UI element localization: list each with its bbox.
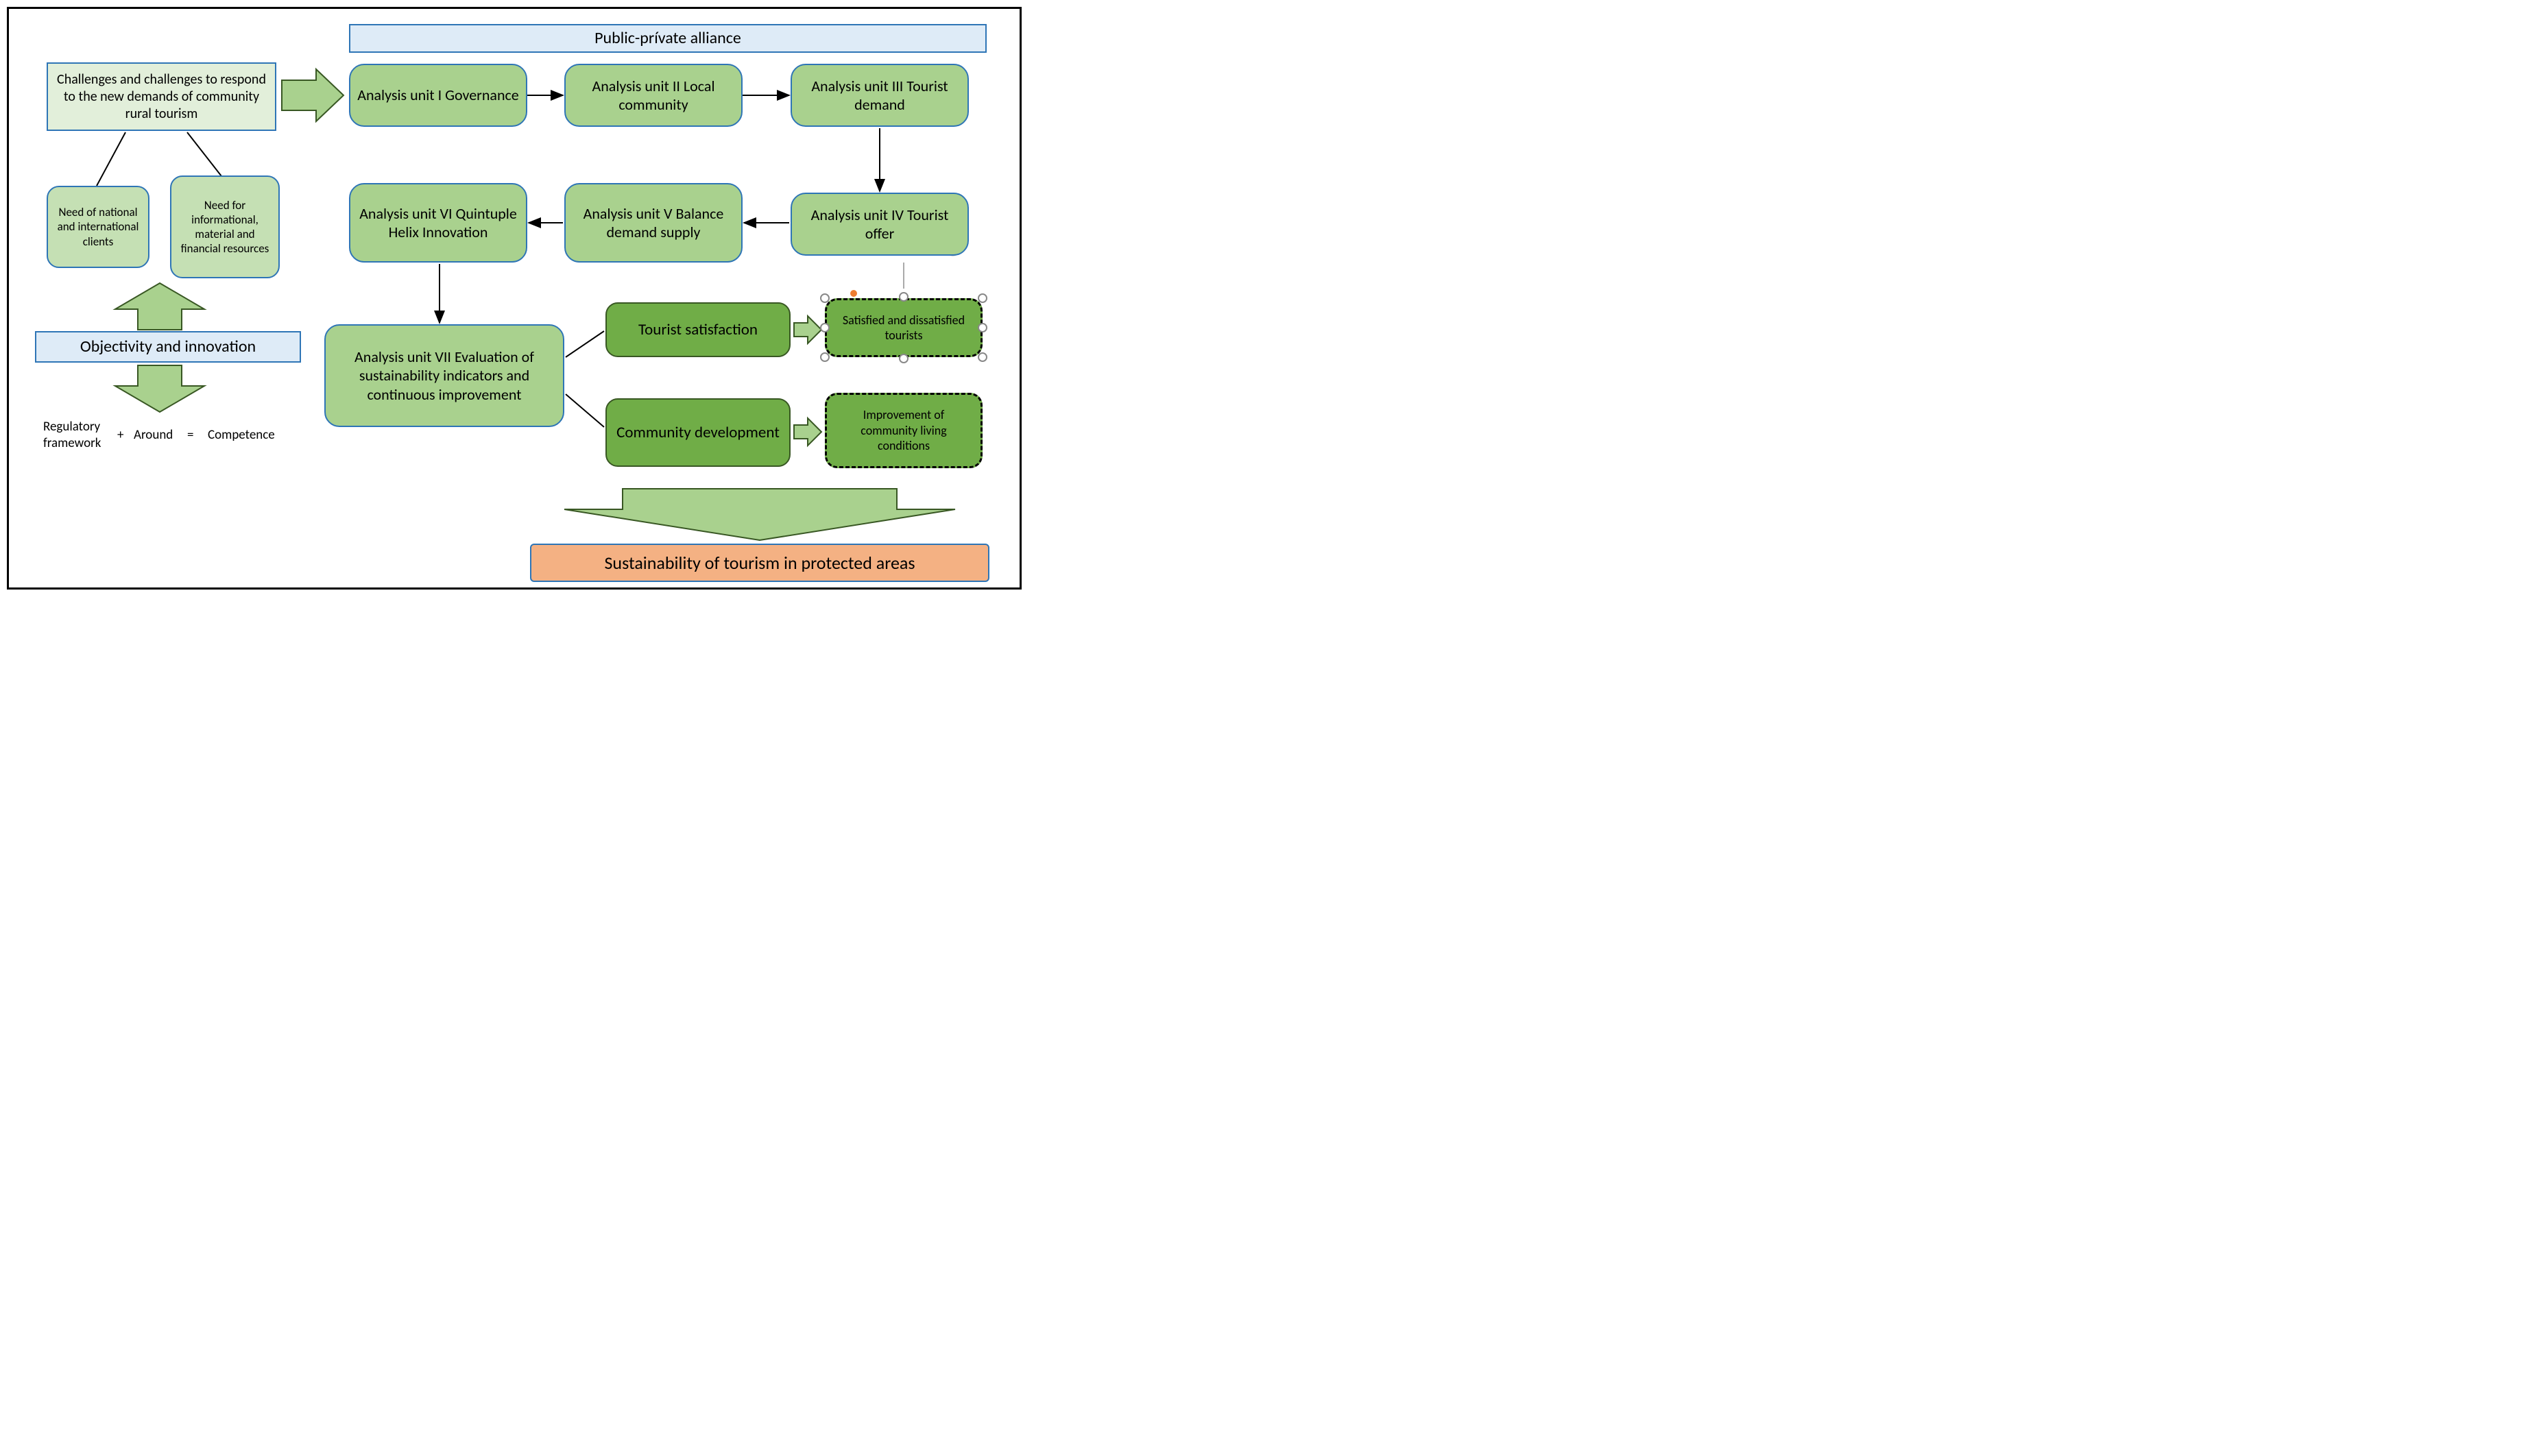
block-arrow-sat [794, 316, 821, 343]
node-unit5: Analysis unit V Balance demand supply [564, 183, 743, 263]
block-arrow-wide-down [564, 489, 955, 540]
selection-handle-mr[interactable] [978, 323, 987, 332]
node-sat-dissat[interactable]: Satisfied and dissatisfied tourists [825, 298, 983, 357]
banner-objectivity: Objectivity and innovation [35, 331, 301, 363]
node-challenges: Challenges and challenges to respond to … [47, 62, 276, 131]
eq-regulatory: Regulatory [43, 419, 100, 435]
node-unit3: Analysis unit III Tourist demand [791, 64, 969, 127]
node-tourist-sat: Tourist satisfaction [605, 302, 791, 357]
eq-around: Around [134, 427, 173, 443]
block-arrow-right [282, 69, 344, 121]
selection-handle-tm[interactable] [899, 292, 909, 302]
node-unit6: Analysis unit VI Quintuple Helix Innovat… [349, 183, 527, 263]
node-community-dev: Community development [605, 398, 791, 467]
selection-handle-ml[interactable] [820, 323, 830, 332]
node-unit1: Analysis unit I Governance [349, 64, 527, 127]
block-arrow-comm [794, 418, 821, 446]
selection-handle-tl[interactable] [820, 293, 830, 303]
node-improvement: Improvement of community living conditio… [825, 393, 983, 468]
block-arrow-down [115, 365, 204, 412]
eq-equals: = [187, 427, 193, 443]
selection-handle-br[interactable] [978, 352, 987, 362]
eq-framework: framework [43, 435, 101, 451]
block-arrow-up [115, 283, 204, 330]
node-need-clients: Need of national and international clien… [47, 186, 149, 268]
node-unit4: Analysis unit IV Tourist offer [791, 193, 969, 256]
selection-handle-bm[interactable] [899, 354, 909, 363]
banner-public-private: Public-prívate alliance [349, 24, 987, 53]
node-need-resources: Need for informational, material and fin… [170, 175, 280, 278]
node-unit7: Analysis unit VII Evaluation of sustaina… [324, 324, 564, 427]
selection-handle-bl[interactable] [820, 352, 830, 362]
diagram-canvas: Challenges and challenges to respond to … [7, 7, 1022, 590]
selection-rotation-dot[interactable] [849, 289, 858, 298]
eq-competence: Competence [208, 427, 275, 443]
selection-handle-tr[interactable] [978, 293, 987, 303]
node-sustainability: Sustainability of tourism in protected a… [530, 544, 989, 582]
eq-plus: + [117, 427, 123, 443]
node-unit2: Analysis unit II Local community [564, 64, 743, 127]
